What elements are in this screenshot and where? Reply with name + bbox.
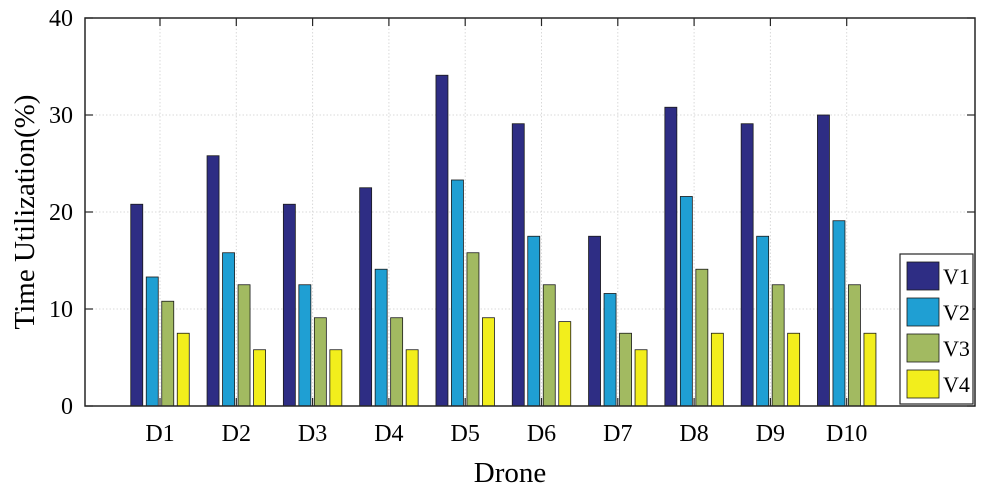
x-tick-label: D5 <box>451 421 480 447</box>
legend-swatch-v1 <box>906 261 940 291</box>
bar-v4-d8 <box>710 332 724 407</box>
bar-v3-d1 <box>161 300 175 407</box>
x-tick-label: D4 <box>374 421 403 447</box>
legend: V1 V2 V3 V4 <box>899 253 974 405</box>
x-tick-label: D8 <box>679 421 708 447</box>
bar-v4-d2 <box>253 349 266 407</box>
bar-v2-d5 <box>451 179 464 407</box>
bar-v1-d1 <box>130 203 144 407</box>
axis-ticks: 0 10 20 30 40 D1 D2 D3 D4 D5 D6 D7 D8 D9 D10 <box>49 6 975 447</box>
bar-v3-d8 <box>695 268 709 407</box>
legend-label-v1: V1 <box>943 264 970 289</box>
bar-v1-d9 <box>740 123 754 407</box>
bar-v1-d6 <box>511 123 525 407</box>
legend-label-v3: V3 <box>943 336 970 361</box>
bar-v1-d4 <box>359 187 373 407</box>
bar-v3-d5 <box>466 252 480 407</box>
bar-v3-d6 <box>542 284 556 407</box>
y-tick-label: 10 <box>49 297 73 323</box>
bar-v3-d2 <box>237 284 251 407</box>
bar-v2-d9 <box>756 235 770 407</box>
x-tick-label: D7 <box>603 421 632 447</box>
bar-v2-d4 <box>374 268 388 407</box>
bar-v2-d7 <box>603 293 617 407</box>
grid <box>85 18 975 406</box>
bar-v2-d8 <box>679 196 693 407</box>
x-axis-label: Drone <box>474 457 546 489</box>
x-tick-label: D10 <box>826 421 867 447</box>
bar-v1-d5 <box>435 74 449 407</box>
bar-v1-d8 <box>664 106 678 407</box>
bar-v1-d2 <box>206 155 220 407</box>
bar-v2-d6 <box>527 235 541 407</box>
x-tick-label: D6 <box>527 421 556 447</box>
x-tick-label: D9 <box>756 421 785 447</box>
bar-v3-d3 <box>313 317 327 407</box>
y-tick-label: 0 <box>61 394 73 420</box>
bar-v4-d10 <box>863 332 877 407</box>
bar-v3-d4 <box>390 317 404 407</box>
bar-v4-d6 <box>558 321 572 407</box>
bar-v4-d4 <box>405 349 419 407</box>
bar-v4-d9 <box>787 332 801 407</box>
bar-v1-d10 <box>817 114 830 407</box>
legend-label-v2: V2 <box>943 300 970 325</box>
bar-v4-d3 <box>329 349 343 407</box>
bar-v1-d7 <box>588 235 601 407</box>
bar-v3-d7 <box>619 332 632 407</box>
bars <box>130 74 877 407</box>
legend-swatch-v4 <box>906 369 940 399</box>
bar-v4-d7 <box>634 349 648 407</box>
bar-v2-d10 <box>832 220 846 407</box>
x-tick-label: D3 <box>298 421 327 447</box>
y-axis-label: Time Utilization(%) <box>9 95 41 330</box>
bar-v2-d3 <box>298 284 312 407</box>
bar-v2-d2 <box>222 252 235 407</box>
bar-v4-d1 <box>176 332 190 407</box>
bar-v2-d1 <box>145 276 159 407</box>
x-tick-label: D2 <box>222 421 251 447</box>
y-tick-label: 40 <box>49 6 73 32</box>
legend-label-v4: V4 <box>943 372 970 397</box>
bar-v3-d9 <box>771 284 785 407</box>
bar-v1-d3 <box>282 203 296 407</box>
x-tick-label: D1 <box>145 421 174 447</box>
bar-v3-d10 <box>848 284 861 407</box>
y-tick-label: 20 <box>49 200 73 226</box>
y-tick-label: 30 <box>49 103 73 129</box>
bar-v4-d5 <box>482 317 495 407</box>
legend-swatch-v3 <box>906 333 940 363</box>
legend-swatch-v2 <box>906 297 940 327</box>
